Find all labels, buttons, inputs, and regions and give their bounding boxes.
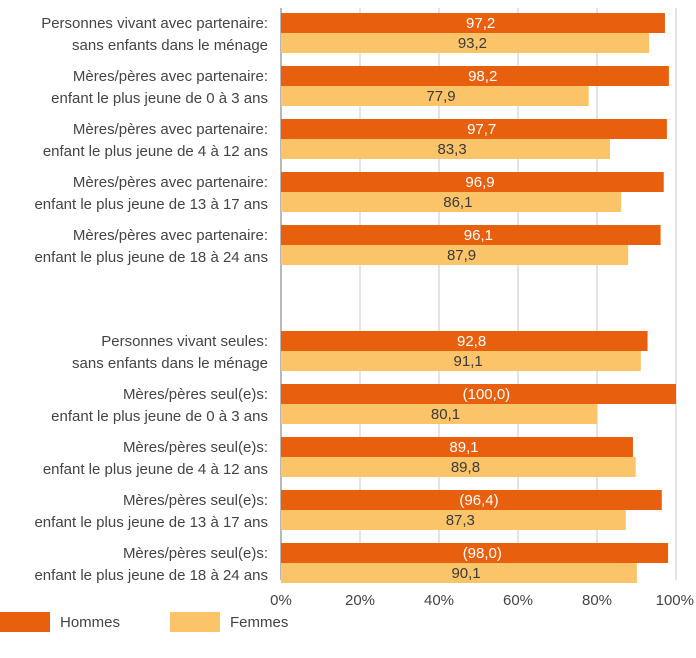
legend-label-hommes: Hommes bbox=[60, 613, 121, 631]
bar-hommes bbox=[281, 119, 667, 139]
category-label: Mères/pères seul(e)s: bbox=[123, 545, 268, 562]
data-label: 87,3 bbox=[446, 512, 475, 529]
legend-swatch-femmes bbox=[170, 612, 220, 632]
bar-chart: 97,2 93,2 Personnes vivant avec partenaire… bbox=[34, 8, 694, 609]
category-label: enfant le plus jeune de 13 à 17 ans bbox=[34, 196, 268, 213]
data-label: (98,0) bbox=[463, 545, 502, 562]
legend: Hommes Femmes bbox=[0, 610, 696, 650]
category-label: sans enfants dans le ménage bbox=[72, 355, 268, 372]
data-label: 89,1 bbox=[449, 439, 478, 456]
category-label: Mères/pères seul(e)s: bbox=[123, 439, 268, 456]
data-label: 92,8 bbox=[457, 333, 486, 350]
legend-label-femmes: Femmes bbox=[230, 613, 289, 631]
bar-hommes bbox=[281, 13, 665, 33]
data-label: 80,1 bbox=[431, 406, 460, 423]
x-tick-label: 80% bbox=[582, 592, 612, 609]
category-label: Mères/pères seul(e)s: bbox=[123, 492, 268, 509]
legend-item-hommes: Hommes bbox=[0, 610, 120, 634]
legend-swatch-hommes bbox=[0, 612, 50, 632]
bar-hommes bbox=[281, 437, 633, 457]
bar-hommes bbox=[281, 490, 662, 510]
x-tick-label: 0% bbox=[270, 592, 292, 609]
category-label: Mères/pères avec partenaire: bbox=[73, 174, 268, 191]
bar-femmes bbox=[281, 86, 589, 106]
bar-hommes bbox=[281, 331, 648, 351]
category-label: enfant le plus jeune de 4 à 12 ans bbox=[43, 461, 268, 478]
bar-hommes bbox=[281, 384, 676, 404]
category-label: Personnes vivant avec partenaire: bbox=[41, 15, 268, 32]
category-label: Mères/pères seul(e)s: bbox=[123, 386, 268, 403]
x-tick-label: 60% bbox=[503, 592, 533, 609]
category-label: Mères/pères avec partenaire: bbox=[73, 68, 268, 85]
x-tick-label: 40% bbox=[424, 592, 454, 609]
category-label: enfant le plus jeune de 4 à 12 ans bbox=[43, 143, 268, 160]
bar-hommes bbox=[281, 225, 661, 245]
category-label: enfant le plus jeune de 0 à 3 ans bbox=[51, 408, 268, 425]
x-tick-label: 100% bbox=[656, 592, 694, 609]
data-label: 77,9 bbox=[426, 88, 455, 105]
data-label: (96,4) bbox=[459, 492, 498, 509]
data-label: 91,1 bbox=[454, 353, 483, 370]
category-label: enfant le plus jeune de 13 à 17 ans bbox=[34, 514, 268, 531]
bar-hommes bbox=[281, 66, 669, 86]
category-label: enfant le plus jeune de 18 à 24 ans bbox=[34, 249, 268, 266]
data-label: 90,1 bbox=[451, 565, 480, 582]
x-tick-label: 20% bbox=[345, 592, 375, 609]
data-label: 86,1 bbox=[443, 194, 472, 211]
bar-femmes bbox=[281, 33, 650, 53]
data-label: 89,8 bbox=[451, 459, 480, 476]
bar-femmes bbox=[281, 563, 637, 583]
category-label: enfant le plus jeune de 18 à 24 ans bbox=[34, 567, 268, 584]
legend-item-femmes: Femmes bbox=[170, 610, 288, 634]
bar-femmes bbox=[281, 192, 622, 212]
category-label: Mères/pères avec partenaire: bbox=[73, 227, 268, 244]
data-label: 97,2 bbox=[466, 15, 495, 32]
data-label: 83,3 bbox=[437, 141, 466, 158]
bar-femmes bbox=[281, 351, 641, 371]
data-label: 98,2 bbox=[468, 68, 497, 85]
data-label: 87,9 bbox=[447, 247, 476, 264]
data-label: 93,2 bbox=[458, 35, 487, 52]
bar-femmes bbox=[281, 510, 626, 530]
data-label: 96,9 bbox=[465, 174, 494, 191]
data-label: (100,0) bbox=[463, 386, 511, 403]
category-label: Personnes vivant seules: bbox=[101, 333, 268, 350]
bar-femmes bbox=[281, 404, 598, 424]
data-label: 96,1 bbox=[464, 227, 493, 244]
category-label: Mères/pères avec partenaire: bbox=[73, 121, 268, 138]
bar-hommes bbox=[281, 172, 664, 192]
bar-femmes bbox=[281, 457, 636, 477]
bar-femmes bbox=[281, 139, 611, 159]
category-label: enfant le plus jeune de 0 à 3 ans bbox=[51, 90, 268, 107]
data-label: 97,7 bbox=[467, 121, 496, 138]
bar-hommes bbox=[281, 543, 669, 563]
bar-femmes bbox=[281, 245, 629, 265]
category-label: sans enfants dans le ménage bbox=[72, 37, 268, 54]
